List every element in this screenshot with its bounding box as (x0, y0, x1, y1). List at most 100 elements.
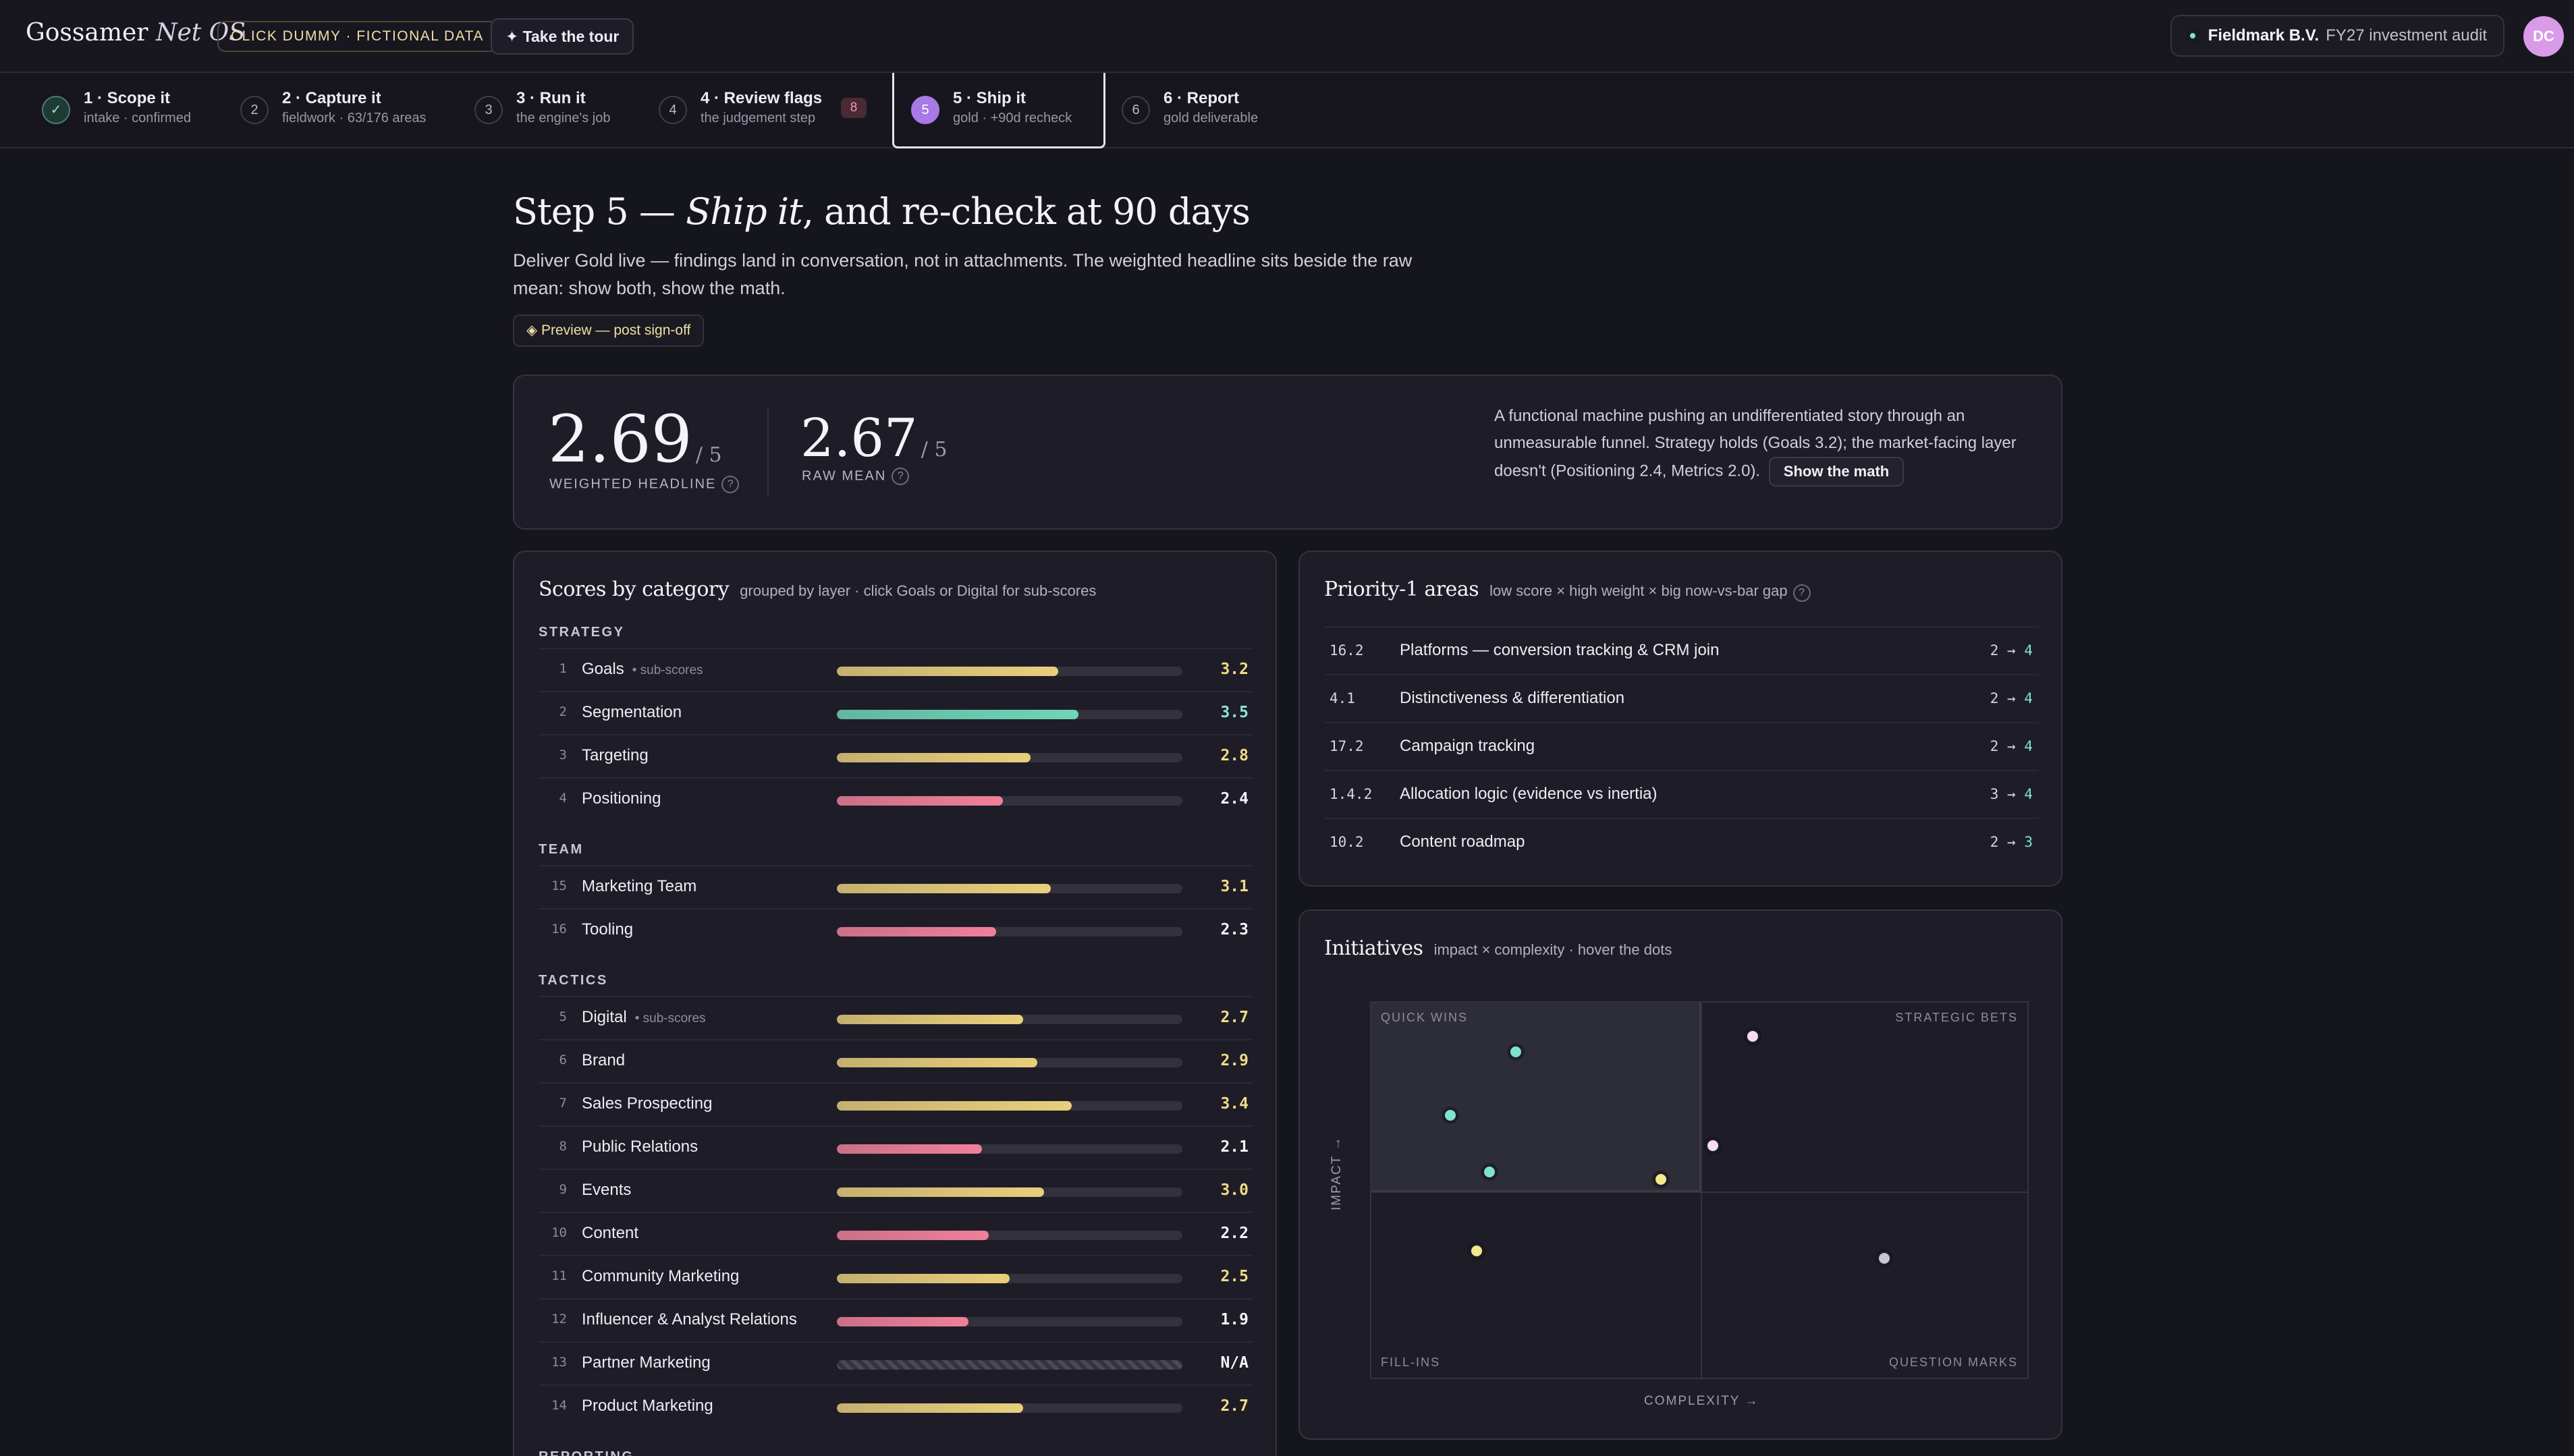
step-number: 4 (659, 96, 687, 124)
score-bar-track (837, 1403, 1182, 1413)
take-tour-button[interactable]: ✦ Take the tour (491, 18, 634, 55)
initiative-dot[interactable] (1469, 1243, 1484, 1259)
initiative-dot[interactable] (1705, 1138, 1721, 1154)
score-row: 10 Content 2.2 (539, 1212, 1253, 1255)
step-subtitle: intake · confirmed (84, 111, 191, 125)
score-value: 2.3 (1220, 921, 1249, 939)
gap-arrow-icon: → (2007, 690, 2016, 706)
score-category-name: Influencer & Analyst Relations (582, 1310, 797, 1329)
priority-row[interactable]: 10.2 Content roadmap 2 → 3 (1324, 818, 2038, 866)
initiative-dot[interactable] (1442, 1108, 1458, 1123)
initiative-dot[interactable] (1876, 1251, 1892, 1266)
score-bar-na (837, 1360, 1182, 1370)
show-math-button[interactable]: Show the math (1768, 457, 1905, 486)
weighted-denominator: / 5 (695, 443, 722, 467)
category-label: Product Marketing (582, 1397, 713, 1415)
score-row: 7 Sales Prospecting 3.4 (539, 1082, 1253, 1125)
page-title: Step 5 — Ship it, and re-check at 90 day… (513, 190, 1251, 233)
raw-mean-score: 2.67 / 5 (800, 408, 948, 469)
score-value: 3.1 (1220, 878, 1249, 895)
category-label: Content (582, 1224, 639, 1242)
card-title: Initiatives (1324, 936, 1423, 960)
category-label: Marketing Team (582, 877, 697, 895)
gap-arrow-icon: → (2007, 738, 2016, 754)
priority-code: 17.2 (1330, 738, 1364, 754)
category-label: Sales Prospecting (582, 1094, 713, 1113)
step-number: 5 (911, 96, 939, 124)
priority-code: 1.4.2 (1330, 786, 1373, 802)
score-index: 7 (559, 1096, 567, 1111)
initiatives-card: Initiatives impact × complexity · hover t… (1298, 909, 2062, 1440)
preview-badge: ◈ Preview — post sign-off (513, 314, 705, 347)
score-index: 2 (559, 704, 567, 719)
score-bar-track (837, 927, 1182, 936)
initiative-dot[interactable] (1745, 1029, 1760, 1044)
gap-to: 4 (2024, 642, 2033, 659)
group-label: TEAM (539, 842, 584, 857)
headline-summary: A functional machine pushing an undiffer… (1494, 403, 2027, 486)
score-row: 12 Influencer & Analyst Relations 1.9 (539, 1298, 1253, 1341)
brand-logo[interactable]: Gossamer Net OS (26, 19, 246, 47)
card-subtitle: low score × high weight × big now-vs-bar… (1489, 582, 1788, 599)
help-icon[interactable]: ? (1792, 584, 1811, 602)
score-row[interactable]: 1 Goals • sub-scores 3.2 (539, 648, 1253, 691)
score-bar-fill (837, 710, 1079, 719)
score-value: 3.5 (1220, 704, 1249, 721)
brand-name: Gossamer (26, 19, 148, 47)
score-row[interactable]: 5 Digital • sub-scores 2.7 (539, 996, 1253, 1039)
initiative-dot[interactable] (1653, 1172, 1668, 1187)
score-row: 3 Targeting 2.8 (539, 734, 1253, 777)
sub-scores-link[interactable]: • sub-scores (634, 1011, 706, 1026)
initiative-dot[interactable] (1508, 1044, 1524, 1059)
card-title: Scores by category (539, 578, 730, 601)
initiative-dot[interactable] (1482, 1165, 1498, 1180)
priority-row[interactable]: 17.2 Campaign tracking 2 → 4 (1324, 722, 2038, 771)
step-title: 5 · Ship it (953, 89, 1026, 107)
priority-label: Campaign tracking (1400, 737, 1535, 755)
score-row: 15 Marketing Team 3.1 (539, 865, 1253, 908)
gap-arrow-icon: → (2007, 786, 2016, 802)
user-avatar[interactable]: DC (2523, 16, 2564, 57)
priority-card-header: Priority-1 areas low score × high weight … (1324, 578, 1811, 602)
score-value: 3.0 (1220, 1181, 1249, 1199)
score-row: 2 Segmentation 3.5 (539, 691, 1253, 734)
priority-row[interactable]: 4.1 Distinctiveness & differentiation 2 → … (1324, 674, 2038, 723)
category-label: Events (582, 1181, 632, 1199)
score-value: 1.9 (1220, 1311, 1249, 1328)
score-row: 9 Events 3.0 (539, 1169, 1253, 1212)
vertical-midline (1701, 1003, 1702, 1379)
initiatives-card-header: Initiatives impact × complexity · hover t… (1324, 936, 1672, 960)
top-bar: Gossamer Net OS CLICK DUMMY · FICTIONAL … (0, 0, 2574, 73)
step-4-review[interactable]: 4 4 · Review flags the judgement step 8 (659, 73, 875, 148)
gap-from: 2 (1990, 642, 1999, 659)
raw-value: 2.67 (800, 408, 918, 469)
score-bar-track (837, 753, 1182, 762)
priority-code: 10.2 (1330, 834, 1364, 850)
priority-label: Allocation logic (evidence vs inertia) (1400, 785, 1658, 803)
gap-arrow-icon: → (2007, 642, 2016, 659)
step-title: 2 · Capture it (282, 89, 381, 107)
gap-to: 4 (2024, 786, 2033, 802)
category-label: Public Relations (582, 1138, 699, 1156)
score-bar-track (837, 1058, 1182, 1067)
score-bar-track (837, 710, 1182, 719)
client-selector[interactable]: Fieldmark B.V. FY27 investment audit (2170, 15, 2504, 57)
status-dot-icon (2187, 31, 2197, 40)
score-bar-fill (837, 1274, 1010, 1283)
priority-row[interactable]: 1.4.2 Allocation logic (evidence vs inert… (1324, 770, 2038, 818)
card-title: Priority-1 areas (1324, 578, 1479, 601)
flag-count-badge: 8 (841, 98, 867, 118)
score-category-name[interactable]: Digital • sub-scores (582, 1008, 706, 1027)
priority-row[interactable]: 16.2 Platforms — conversion tracking & CR… (1324, 626, 2038, 675)
score-category-name[interactable]: Goals • sub-scores (582, 660, 703, 679)
score-category-name: Content (582, 1224, 638, 1243)
score-index: 12 (551, 1312, 567, 1326)
priority-gap: 2 → 4 (1990, 642, 2033, 659)
help-icon[interactable]: ? (721, 476, 740, 493)
help-icon[interactable]: ? (892, 468, 910, 485)
score-bar-fill (837, 1187, 1045, 1197)
card-subtitle: impact × complexity · hover the dots (1433, 941, 1672, 958)
raw-label-text: RAW MEAN (802, 468, 887, 484)
step-number: 6 (1122, 96, 1150, 124)
sub-scores-link[interactable]: • sub-scores (632, 663, 703, 677)
